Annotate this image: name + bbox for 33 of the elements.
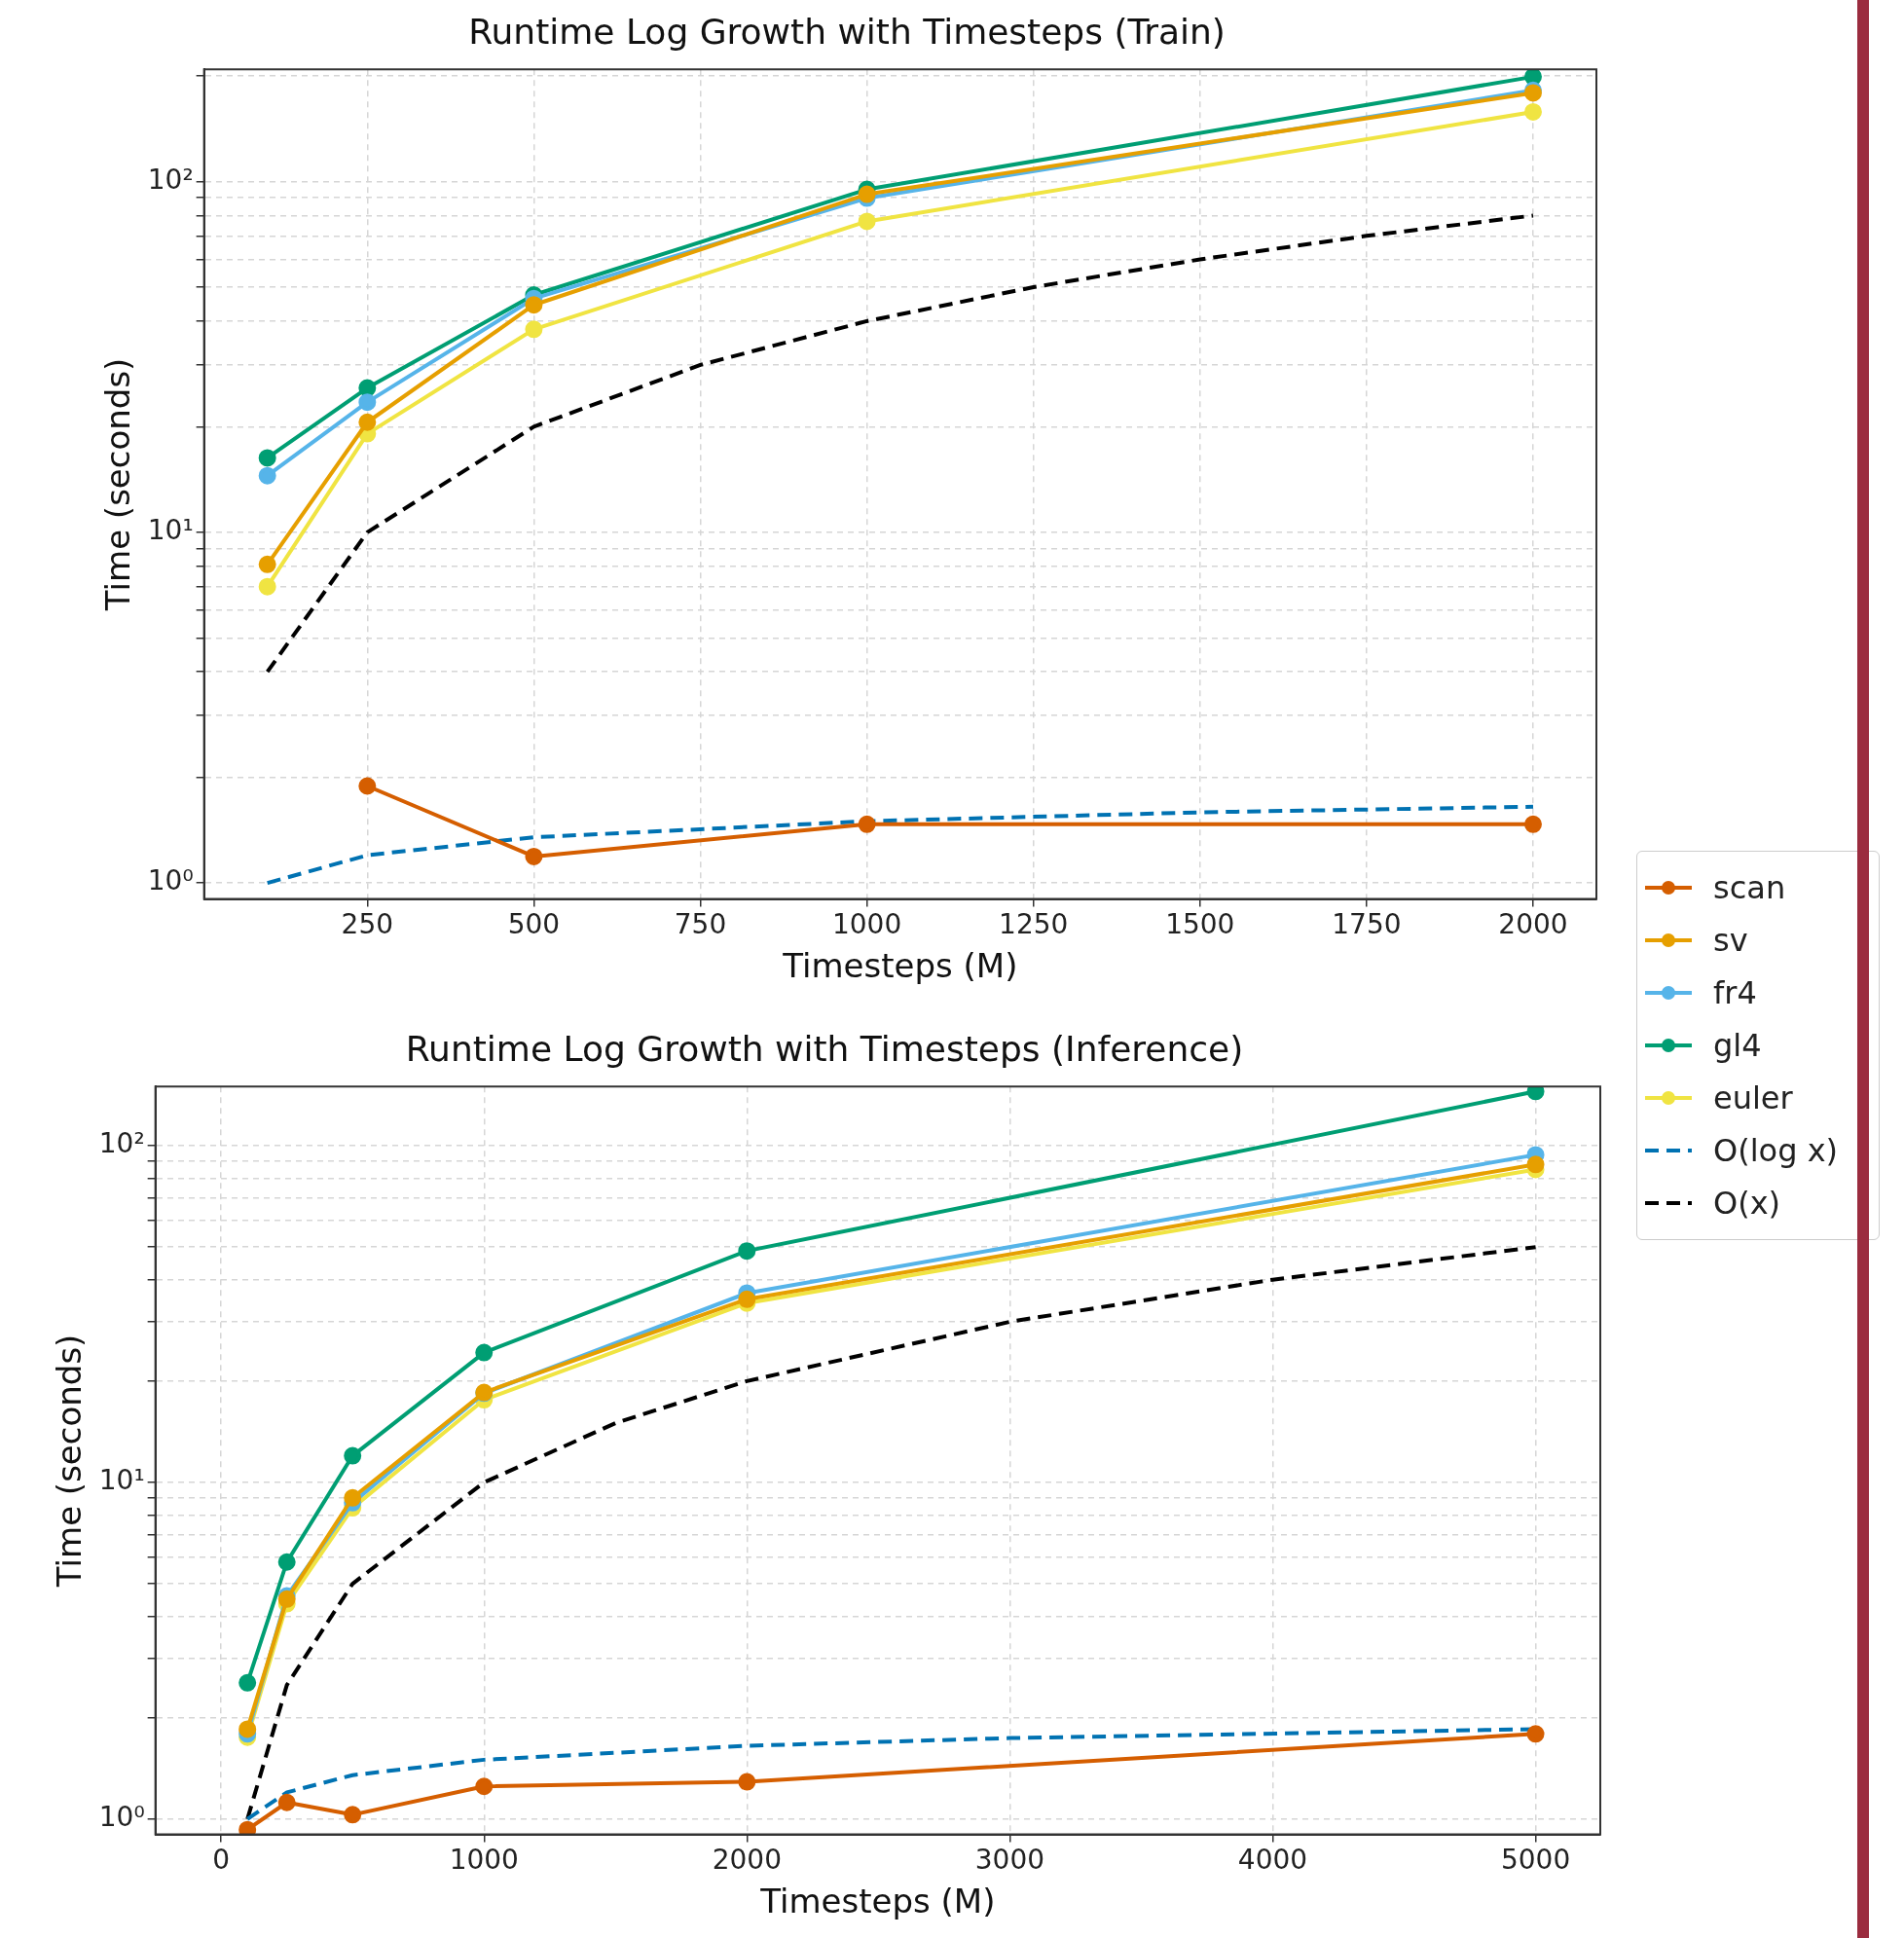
y-tick-label: 10¹ (147, 514, 194, 547)
y-axis-title: Time (seconds) (98, 357, 138, 612)
x-tick-label: 2000 (712, 1843, 782, 1876)
y-tick-label: 10⁰ (98, 1801, 145, 1834)
legend-label: scan (1713, 869, 1786, 906)
x-tick-label: 1250 (999, 907, 1069, 940)
x-tick-label: 1750 (1332, 907, 1402, 940)
y-axis-title: Time (seconds) (50, 1334, 90, 1589)
legend-label: gl4 (1713, 1027, 1762, 1064)
legend-label: euler (1713, 1079, 1793, 1116)
x-tick-label: 500 (507, 907, 561, 940)
y-tick-label: 10² (98, 1127, 145, 1160)
x-tick-label: 750 (674, 907, 727, 940)
x-tick-label: 0 (212, 1843, 231, 1876)
x-axis-title: Timesteps (M) (759, 1882, 996, 1921)
legend-label: sv (1713, 922, 1748, 959)
x-tick-label: 5000 (1500, 1843, 1571, 1876)
x-tick-label: 1500 (1165, 907, 1235, 940)
x-tick-label: 2000 (1498, 907, 1568, 940)
x-tick-label: 1000 (449, 1843, 519, 1876)
y-tick-label: 10¹ (98, 1464, 145, 1497)
chart-title: Runtime Log Growth with Timesteps (Inference) (405, 1028, 1244, 1069)
y-tick-label: 10² (147, 163, 194, 196)
x-tick-label: 3000 (974, 1843, 1045, 1876)
legend-label: fr4 (1713, 974, 1757, 1011)
chart-title: Runtime Log Growth with Timesteps (Train) (468, 11, 1226, 52)
legend-label: O(log x) (1713, 1132, 1839, 1169)
legend-label: O(x) (1713, 1185, 1781, 1222)
x-tick-label: 4000 (1237, 1843, 1308, 1876)
x-tick-label: 250 (341, 907, 394, 940)
y-tick-label: 10⁰ (147, 864, 194, 897)
x-tick-label: 1000 (831, 907, 902, 940)
x-axis-title: Timesteps (M) (782, 946, 1018, 986)
